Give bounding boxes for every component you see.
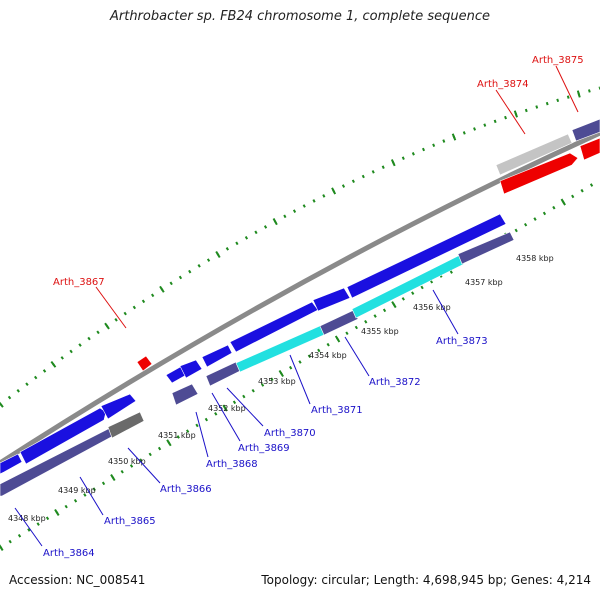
gene-feature[interactable] xyxy=(201,344,233,368)
outer-major-ticks xyxy=(0,84,600,408)
kbp-label: 4357 kbp xyxy=(465,278,503,287)
gene-label[interactable]: Arth_3868 xyxy=(206,459,258,470)
gene-feature[interactable] xyxy=(179,359,203,379)
gene-feature[interactable] xyxy=(0,427,114,497)
gene-feature[interactable] xyxy=(579,137,600,161)
kbp-label: 4352 kbp xyxy=(208,404,246,413)
gene-label[interactable]: Arth_3866 xyxy=(160,484,212,495)
gene-feature[interactable] xyxy=(136,355,153,372)
gene-label[interactable]: Arth_3864 xyxy=(43,548,95,559)
gene-feature[interactable] xyxy=(0,453,23,475)
gene-label[interactable]: Arth_3872 xyxy=(369,377,421,388)
gene-label[interactable]: Arth_3875 xyxy=(532,55,584,66)
gene-feature[interactable] xyxy=(495,133,573,176)
gene-label[interactable]: Arth_3873 xyxy=(436,336,488,347)
gene-feature[interactable] xyxy=(107,411,145,439)
kbp-label: 4356 kbp xyxy=(413,303,451,312)
kbp-scale: 4348 kbp 4349 kbp 4350 kbp 4351 kbp 4352… xyxy=(8,254,554,523)
kbp-label: 4354 kbp xyxy=(309,351,347,360)
gene-label[interactable]: Arth_3871 xyxy=(311,405,363,416)
inner-tick-ring xyxy=(0,178,600,550)
gene-feature[interactable] xyxy=(312,287,351,312)
gene-label[interactable]: Arth_3869 xyxy=(238,443,290,454)
upper-right-genes xyxy=(136,118,600,372)
gene-feature[interactable] xyxy=(571,118,600,142)
gene-label[interactable]: Arth_3865 xyxy=(104,516,156,527)
gene-feature[interactable] xyxy=(351,254,465,319)
gene-feature[interactable] xyxy=(19,407,107,465)
footer-bar: Accession: NC_008541 Topology: circular;… xyxy=(0,573,600,593)
summary-text: Topology: circular; Length: 4,698,945 bp… xyxy=(261,573,591,587)
kbp-label: 4358 kbp xyxy=(516,254,554,263)
label-leader-lines xyxy=(14,65,579,547)
kbp-label: 4355 kbp xyxy=(361,327,399,336)
gene-label[interactable]: Arth_3870 xyxy=(264,428,316,439)
gene-feature[interactable] xyxy=(499,152,579,195)
kbp-label: 4348 kbp xyxy=(8,514,46,523)
gene-feature[interactable] xyxy=(319,309,359,336)
kbp-label: 4349 kbp xyxy=(58,486,96,495)
gene-label[interactable]: Arth_3867 xyxy=(53,277,105,288)
backbone-ring xyxy=(0,130,600,466)
gene-feature[interactable] xyxy=(205,361,241,387)
kbp-label: 4350 kbp xyxy=(108,457,146,466)
outer-tick-ring xyxy=(0,86,600,407)
map-title: Arthrobacter sp. FB24 chromosome 1, comp… xyxy=(109,9,491,24)
accession-text: Accession: NC_008541 xyxy=(9,573,146,587)
gene-feature[interactable] xyxy=(457,231,515,265)
gene-label[interactable]: Arth_3874 xyxy=(477,79,529,90)
gene-feature[interactable] xyxy=(100,393,137,420)
forward-strand-genes xyxy=(0,213,507,475)
gene-feature[interactable] xyxy=(235,324,327,373)
gene-feature[interactable] xyxy=(171,383,199,406)
kbp-label: 4353 kbp xyxy=(258,377,296,386)
gene-feature[interactable] xyxy=(346,213,507,299)
gene-feature[interactable] xyxy=(229,301,319,353)
kbp-label: 4351 kbp xyxy=(158,431,196,440)
reverse-strand-genes xyxy=(0,231,515,497)
gene-labels: Arth_3864 Arth_3865 Arth_3866 Arth_3867 … xyxy=(43,55,584,559)
